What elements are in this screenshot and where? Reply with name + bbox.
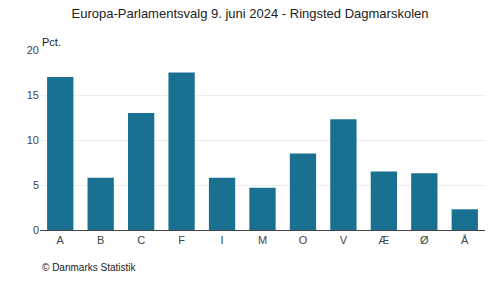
- svg-text:I: I: [221, 234, 224, 246]
- svg-text:O: O: [299, 234, 308, 246]
- svg-text:C: C: [137, 234, 145, 246]
- svg-text:0: 0: [33, 224, 39, 236]
- svg-text:Europa-Parlamentsvalg 9. juni: Europa-Parlamentsvalg 9. juni 2024 - Rin…: [72, 6, 429, 21]
- svg-text:10: 10: [27, 134, 39, 146]
- svg-text:Å: Å: [461, 234, 469, 246]
- svg-text:Æ: Æ: [378, 234, 389, 246]
- svg-text:M: M: [258, 234, 267, 246]
- svg-text:© Danmarks Statistik: © Danmarks Statistik: [42, 262, 137, 273]
- svg-text:F: F: [178, 234, 185, 246]
- svg-text:20: 20: [27, 44, 39, 56]
- svg-text:Ø: Ø: [420, 234, 429, 246]
- svg-text:A: A: [57, 234, 65, 246]
- svg-text:V: V: [340, 234, 348, 246]
- svg-text:B: B: [97, 234, 104, 246]
- svg-text:15: 15: [27, 89, 39, 101]
- svg-text:Pct.: Pct.: [42, 36, 61, 48]
- svg-text:5: 5: [33, 179, 39, 191]
